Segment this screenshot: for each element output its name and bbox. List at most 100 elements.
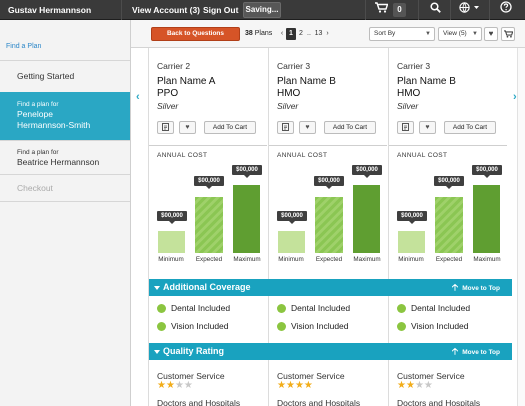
cost-tag-minimum: $00,000 — [397, 211, 427, 224]
plan-tier: Silver — [157, 101, 179, 111]
cart-icon[interactable] — [373, 0, 389, 20]
add-to-cart-button[interactable]: Add To Cart — [324, 121, 376, 134]
sidebar-item-label: Hermannson-Smith — [17, 120, 91, 130]
plan-details-document-icon[interactable] — [157, 121, 174, 134]
star-icon: ★ — [277, 380, 286, 391]
bar-label-expected: Expected — [195, 256, 223, 263]
add-to-cart-button[interactable]: Add To Cart — [444, 121, 496, 134]
additional-coverage-section-header[interactable]: Additional Coverage 🡡 Move to Top — [149, 279, 512, 296]
pagination-last-page[interactable]: 13 — [314, 30, 323, 37]
star-icon: ★ — [414, 380, 424, 391]
plans-count-number: 38 — [245, 30, 253, 37]
search-icon[interactable] — [427, 0, 443, 20]
help-icon[interactable] — [498, 0, 514, 20]
globe-language-icon[interactable] — [458, 0, 482, 20]
bar-label-maximum: Maximum — [473, 256, 501, 263]
divider — [121, 0, 122, 20]
sidebar: Find a Plan Getting Started Find a plan … — [0, 20, 131, 406]
plan-tier: Silver — [397, 101, 419, 111]
column-divider — [268, 48, 269, 406]
pagination-prev[interactable]: ‹ — [280, 30, 284, 37]
next-plans-arrow-icon[interactable]: › — [513, 91, 517, 103]
saving-indicator: Saving... — [243, 2, 281, 18]
bar-label-minimum: Minimum — [278, 256, 304, 263]
bar-label-expected: Expected — [435, 256, 463, 263]
plans-count: 38 Plans — [245, 27, 272, 41]
view-account-link[interactable]: View Account (3) — [132, 5, 201, 15]
chevron-down-icon: ▼ — [472, 31, 478, 37]
plan-name[interactable]: Plan Name B HMO — [277, 76, 336, 100]
bar-minimum — [158, 231, 185, 253]
add-to-cart-button[interactable]: Add To Cart — [204, 121, 256, 134]
previous-plans-arrow-icon[interactable]: ‹ — [136, 91, 140, 103]
annual-cost-label: ANNUAL COST — [157, 152, 208, 159]
sign-out-link[interactable]: Sign Out — [203, 5, 239, 15]
plan-name[interactable]: Plan Name B HMO — [397, 76, 456, 100]
collapse-triangle-icon — [154, 350, 160, 354]
customer-service-label: Customer Service — [157, 371, 225, 381]
plan-name[interactable]: Plan Name A PPO — [157, 76, 215, 100]
pagination-page-2[interactable]: 2 — [299, 30, 303, 37]
plan-name-line: Plan Name B — [397, 76, 456, 87]
plan-name-line: Plan Name A — [157, 76, 216, 87]
included-check-dot-icon — [277, 304, 286, 313]
annual-cost-label: ANNUAL COST — [277, 152, 328, 159]
favorites-heart-icon[interactable]: ♥ — [484, 27, 498, 41]
coverage-item: Dental Included — [411, 303, 471, 313]
doctors-hospitals-label: Doctors and Hospitals — [157, 398, 241, 406]
favorite-heart-icon[interactable]: ♥ — [299, 121, 316, 134]
bar-expected — [435, 197, 463, 253]
favorite-heart-icon[interactable]: ♥ — [179, 121, 196, 134]
star-icon: ★ — [183, 380, 193, 391]
section-title: Additional Coverage — [163, 282, 251, 292]
arrow-up-icon: 🡡 — [451, 346, 459, 356]
cost-tag-maximum: $00,000 — [472, 165, 502, 178]
view-select[interactable]: View (5) ▼ — [438, 27, 482, 41]
quality-rating-section-header[interactable]: Quality Rating 🡡 Move to Top — [149, 343, 512, 360]
plan-details-document-icon[interactable] — [277, 121, 294, 134]
bar-label-minimum: Minimum — [398, 256, 424, 263]
bar-label-maximum: Maximum — [233, 256, 261, 263]
star-icon: ★ — [303, 380, 313, 391]
scrollbar[interactable] — [517, 48, 525, 406]
move-to-top-label: Move to Top — [462, 285, 500, 292]
coverage-item: Dental Included — [291, 303, 351, 313]
bar-maximum — [353, 185, 380, 253]
section-title: Quality Rating — [163, 346, 225, 356]
customer-service-rating: ★★★★ — [157, 381, 193, 391]
bar-label-minimum: Minimum — [158, 256, 184, 263]
doctors-hospitals-label: Doctors and Hospitals — [397, 398, 481, 406]
coverage-item: Vision Included — [291, 321, 349, 331]
sidebar-item-beatrice[interactable]: Find a plan for Beatrice Hermannson — [0, 140, 130, 174]
sidebar-item-label: Checkout — [17, 183, 53, 193]
customer-service-rating: ★★★★ — [277, 381, 313, 391]
plan-type: HMO — [397, 88, 421, 99]
back-to-questions-button[interactable]: Back to Questions — [151, 27, 240, 41]
divider — [450, 0, 451, 20]
find-a-plan-link[interactable]: Find a Plan — [6, 43, 42, 50]
pagination-current-page[interactable]: 1 — [286, 28, 296, 40]
sidebar-item-checkout[interactable]: Checkout — [0, 174, 130, 202]
sort-by-label: Sort By — [374, 30, 396, 37]
divider — [269, 145, 387, 146]
sidebar-item-penelope[interactable]: Find a plan for Penelope Hermannson-Smit… — [0, 92, 130, 140]
sidebar-item-label: Find a plan for — [17, 149, 59, 156]
bar-maximum — [473, 185, 500, 253]
annual-cost-label: ANNUAL COST — [397, 152, 448, 159]
cost-tag-minimum: $00,000 — [277, 211, 307, 224]
arrow-up-icon: 🡡 — [451, 282, 459, 292]
move-to-top-button[interactable]: 🡡 Move to Top — [452, 343, 500, 361]
favorite-heart-icon[interactable]: ♥ — [419, 121, 436, 134]
plan-details-document-icon[interactable] — [397, 121, 414, 134]
sort-by-select[interactable]: Sort By ▼ — [369, 27, 435, 41]
cart-icon[interactable] — [501, 27, 515, 41]
chevron-down-icon: ▼ — [425, 31, 431, 37]
customer-service-label: Customer Service — [277, 371, 345, 381]
collapse-triangle-icon — [154, 286, 160, 290]
bar-label-maximum: Maximum — [353, 256, 381, 263]
sidebar-item-getting-started[interactable]: Getting Started — [0, 60, 130, 91]
plan-tier: Silver — [277, 101, 299, 111]
pagination-ellipsis: .. — [307, 30, 311, 37]
move-to-top-button[interactable]: 🡡 Move to Top — [452, 279, 500, 297]
pagination-next[interactable]: › — [326, 30, 329, 37]
